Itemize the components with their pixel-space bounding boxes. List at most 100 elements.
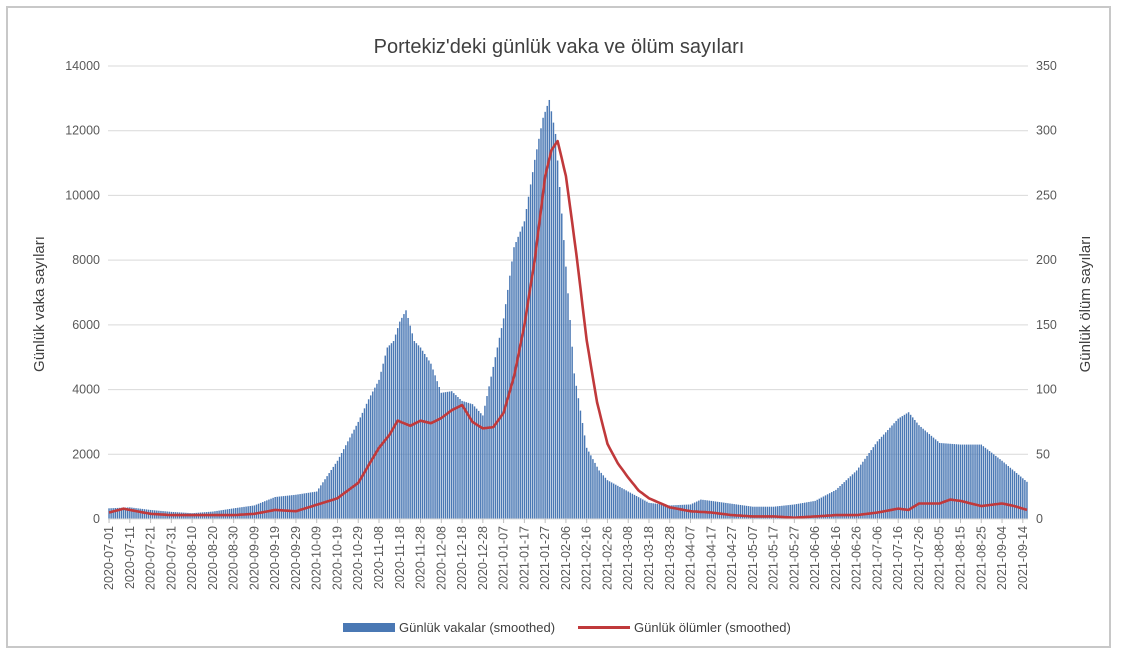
case-bar <box>847 478 850 519</box>
legend-cases-swatch <box>343 623 395 632</box>
case-bar <box>500 328 503 519</box>
case-bar <box>571 346 573 519</box>
case-bar <box>783 505 785 519</box>
case-bar <box>789 504 791 519</box>
x-tick-label: 2020-12-08 <box>434 526 448 590</box>
case-bar <box>804 502 806 519</box>
case-bar <box>708 500 710 519</box>
case-bar <box>556 160 559 520</box>
case-bar <box>536 149 538 519</box>
chart-title: Portekiz'deki günlük vaka ve ölüm sayıla… <box>374 36 745 58</box>
case-bar <box>669 505 671 519</box>
x-tick-label: 2021-05-27 <box>787 526 801 590</box>
case-bar <box>259 502 262 519</box>
case-bar <box>945 443 947 519</box>
case-bar <box>448 391 451 519</box>
case-bar <box>409 325 411 519</box>
case-bar <box>631 493 634 519</box>
death-line <box>108 139 1028 519</box>
case-bar <box>706 500 708 519</box>
case-bar <box>617 485 619 519</box>
case-bar <box>523 221 526 520</box>
case-bar <box>860 464 862 519</box>
y-left-tick-label: 4000 <box>72 383 100 397</box>
case-bar <box>573 373 575 519</box>
x-tick-label: 2020-07-11 <box>123 526 137 589</box>
x-tick-label: 2021-05-17 <box>767 526 781 590</box>
case-bar <box>606 480 609 519</box>
case-bar <box>1015 473 1018 519</box>
case-bar <box>872 447 875 519</box>
x-tick-label: 2021-08-25 <box>974 526 988 590</box>
x-tick-label: 2021-02-16 <box>580 526 594 590</box>
case-bar <box>785 505 787 519</box>
case-bar <box>288 495 291 519</box>
case-bar <box>666 505 669 519</box>
case-bar <box>488 386 490 519</box>
case-bar <box>723 502 725 519</box>
case-bar <box>590 455 592 519</box>
case-bar <box>1005 464 1007 519</box>
case-bar <box>245 506 247 519</box>
case-bar <box>484 405 486 519</box>
case-bar <box>461 400 463 519</box>
case-bar <box>268 499 270 519</box>
y-right-tick-label: 150 <box>1036 318 1057 332</box>
case-bar <box>673 505 675 519</box>
x-tick-label: 2021-03-18 <box>642 526 656 590</box>
case-bar <box>654 503 656 519</box>
case-bar <box>232 508 235 519</box>
case-bar <box>1009 467 1012 519</box>
case-bar <box>340 452 343 519</box>
y-left-tick-label: 2000 <box>72 447 100 461</box>
case-bar <box>787 505 789 519</box>
case-bar <box>494 357 497 519</box>
case-bar <box>731 503 733 519</box>
case-bar <box>139 508 141 519</box>
case-bar <box>415 343 418 519</box>
case-bars <box>108 99 1028 520</box>
y-left-tick-label: 10000 <box>65 188 100 202</box>
legend-deaths-label: Günlük ölümler (smoothed) <box>634 620 791 635</box>
case-bar <box>878 439 881 519</box>
case-bar <box>907 412 910 519</box>
case-bar <box>291 495 293 519</box>
case-bar <box>581 423 584 519</box>
case-bar <box>446 391 449 519</box>
y-right-tick-label: 300 <box>1036 124 1057 138</box>
case-bar <box>843 482 845 519</box>
case-bar <box>347 441 349 519</box>
chart-frame: Portekiz'deki günlük vaka ve ölüm sayıla… <box>6 6 1111 648</box>
case-bar <box>482 415 484 519</box>
case-bar <box>127 507 129 519</box>
case-bar <box>264 501 266 519</box>
case-bar <box>729 503 731 519</box>
case-bar <box>384 355 386 519</box>
case-bar <box>658 504 661 519</box>
case-bar <box>388 345 391 519</box>
x-tick-label: 2021-08-15 <box>954 526 968 590</box>
case-bar <box>642 499 644 519</box>
case-bar <box>681 504 683 519</box>
case-bar <box>600 472 602 519</box>
x-tick-label: 2020-10-19 <box>330 526 344 590</box>
case-bar <box>270 498 272 519</box>
x-tick-label: 2021-07-16 <box>891 526 905 590</box>
case-bar <box>423 353 426 519</box>
case-bar <box>583 435 586 519</box>
case-bar <box>870 450 872 519</box>
case-bar <box>712 501 715 519</box>
case-bar <box>274 496 276 519</box>
case-bar <box>995 455 997 519</box>
x-tick-label: 2021-06-26 <box>850 526 864 590</box>
case-bar <box>986 449 989 519</box>
y-right-tick-label: 200 <box>1036 253 1057 267</box>
case-bar <box>413 341 416 519</box>
case-bar <box>114 508 116 519</box>
case-bar <box>548 99 551 519</box>
case-bar <box>677 505 679 519</box>
case-bar <box>592 459 594 519</box>
case-bar <box>656 503 659 519</box>
chart-svg: Portekiz'deki günlük vaka ve ölüm sayıla… <box>31 36 1094 635</box>
y-axis-right-ticks: 0 50 100 150 200 250 300 350 <box>1036 59 1057 526</box>
